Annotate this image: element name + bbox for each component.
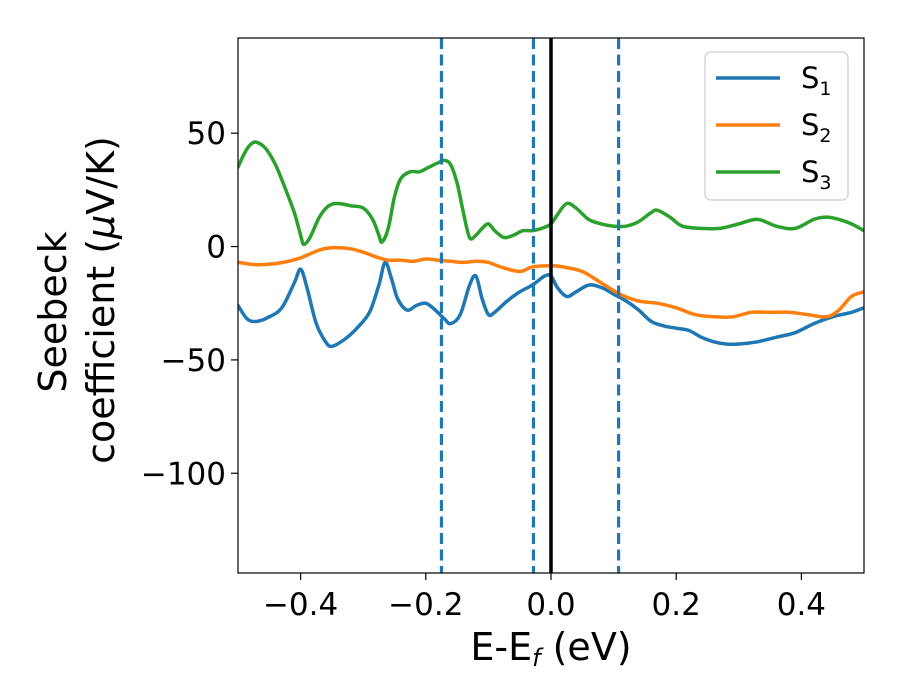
x-tick-label: 0.4 xyxy=(777,587,826,623)
y-tick-label: 0 xyxy=(206,230,226,266)
x-axis: −0.4 −0.2 0.0 0.2 0.4 xyxy=(263,573,826,623)
y-axis: 50 0 −50 −100 xyxy=(141,116,238,492)
y-tick-label: 50 xyxy=(187,116,226,152)
series-line-s2 xyxy=(238,245,864,320)
y-tick-label: −50 xyxy=(161,343,226,379)
y-axis-title-line1: Seebeck xyxy=(31,231,75,392)
y-axis-title-line2: coefficient (μV/K) xyxy=(79,136,123,464)
x-tick-label: −0.2 xyxy=(388,587,463,623)
x-axis-title: E-Ef (eV) xyxy=(470,625,631,672)
reference-lines xyxy=(439,38,621,573)
legend: S1 S2 S3 xyxy=(704,51,849,201)
series-line-s1 xyxy=(238,260,864,349)
x-tick-label: −0.4 xyxy=(263,587,338,623)
x-tick-label: 0.0 xyxy=(526,587,575,623)
series-layer xyxy=(238,140,864,349)
series-line-s3 xyxy=(238,140,864,247)
y-tick-label: −100 xyxy=(141,456,226,492)
legend-label-s2: S2 xyxy=(801,108,832,147)
x-tick-label: 0.2 xyxy=(652,587,701,623)
legend-label-s1: S1 xyxy=(801,61,832,100)
legend-label-s3: S3 xyxy=(801,155,832,194)
